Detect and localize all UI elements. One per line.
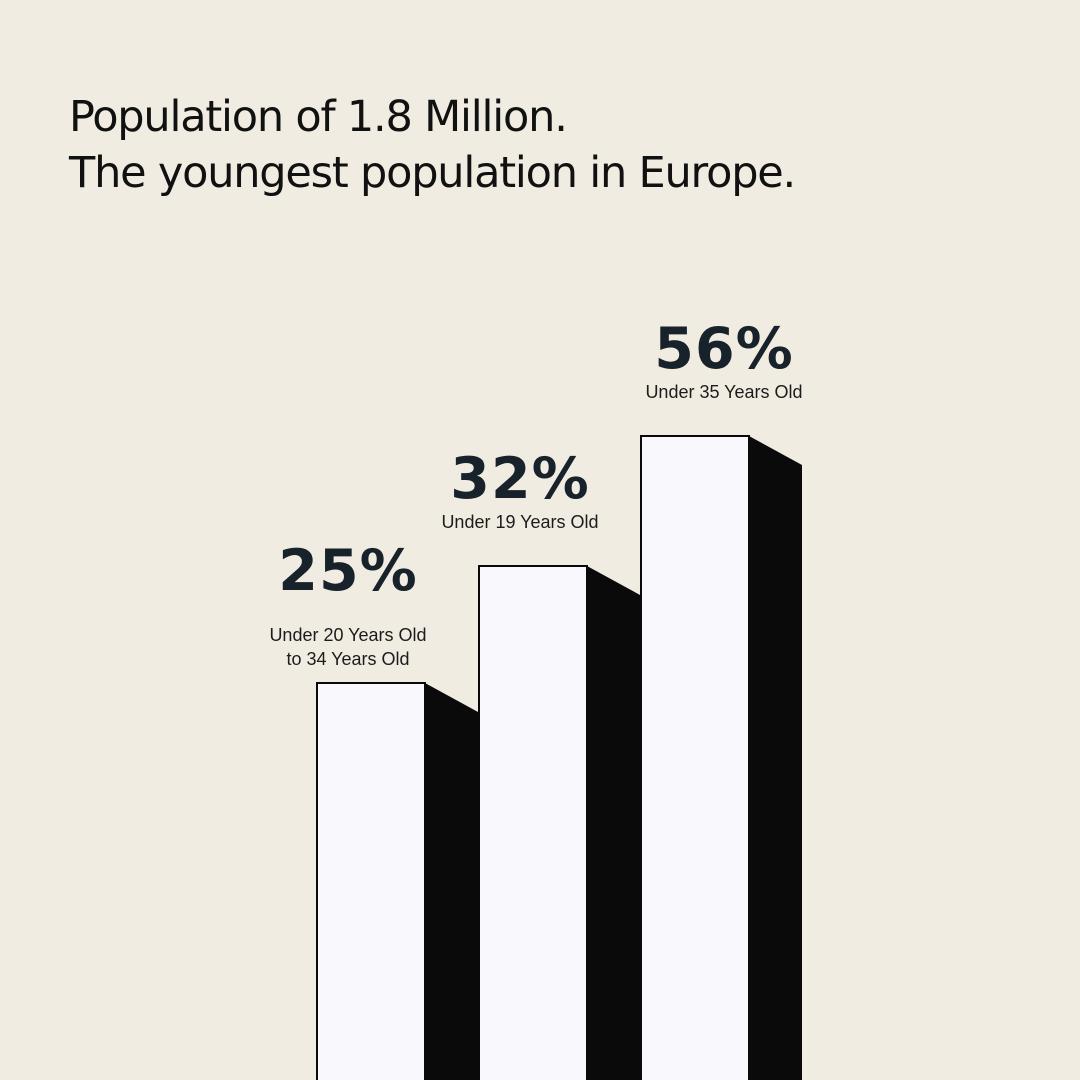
bar-2 <box>478 565 588 1080</box>
title-line-1: Population of 1.8 Million. <box>69 92 568 142</box>
bar-1 <box>316 682 426 1080</box>
bar-3 <box>640 435 750 1080</box>
bar-side-3 <box>749 436 802 1080</box>
bar-side-2 <box>587 566 640 1080</box>
bar-group-2: 32%Under 19 Years Old <box>441 446 640 1080</box>
title-line-2: The youngest population in Europe. <box>69 148 796 198</box>
value-label-3: 56% <box>654 316 793 382</box>
category-label-2: Under 19 Years Old <box>441 512 598 532</box>
category-label-1-line-2: to 34 Years Old <box>286 649 409 669</box>
bar-group-3: 56%Under 35 Years Old <box>640 316 803 1080</box>
category-label-3: Under 35 Years Old <box>645 382 802 402</box>
value-label-2: 32% <box>450 446 589 512</box>
value-label-1: 25% <box>278 538 417 604</box>
bar-side-1 <box>425 683 478 1080</box>
bar-group-1: 25% Under 20 Years Old to 34 Years Old <box>269 538 478 1080</box>
category-label-1-line-1: Under 20 Years Old <box>269 625 426 645</box>
